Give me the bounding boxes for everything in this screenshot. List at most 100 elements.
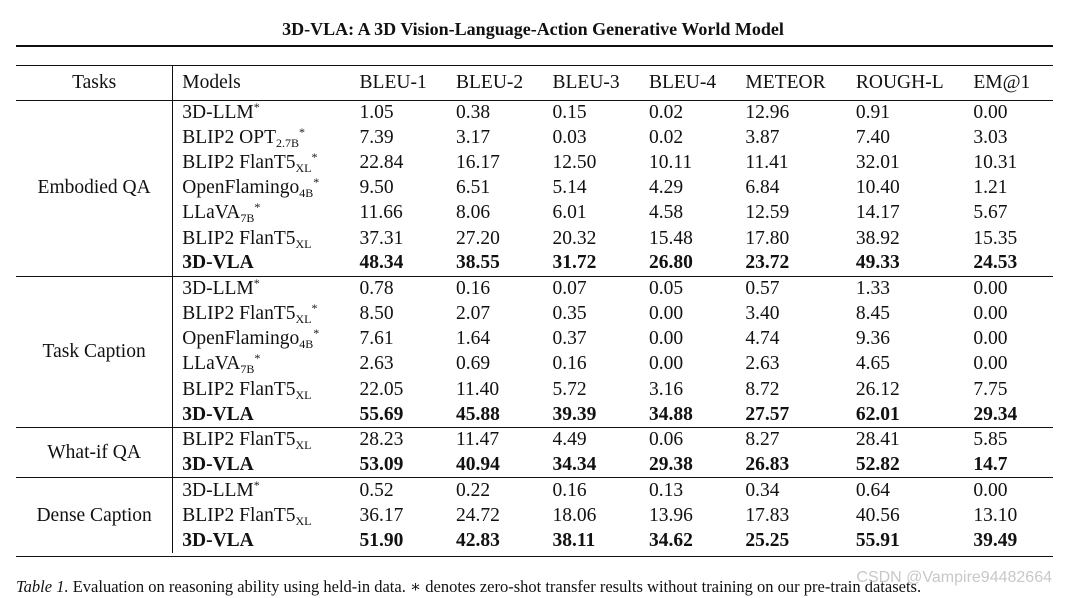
score-cell: 22.05: [359, 378, 404, 400]
score-cell: 37.31: [359, 227, 404, 249]
score-cell: 15.48: [648, 227, 693, 249]
model-name: BLIP2 FlanT5: [182, 151, 296, 173]
table-row: Task Caption 3D-LLM* 0.78 0.16 0.07 0.05 0.57 1…: [16, 275, 1053, 428]
score-cell: 22.84: [359, 151, 404, 173]
table-top-rule: [16, 65, 1053, 66]
score-cell: 49.33: [855, 252, 900, 274]
score-cell: 34.88: [648, 403, 693, 425]
model-cell: 3D-LLM*: [172, 275, 360, 302]
score-cell: 36.17: [359, 504, 404, 526]
table-caption: Table 1. Evaluation on reasoning ability…: [16, 577, 921, 597]
score-cell: 1.21: [973, 177, 1008, 199]
caption-label: Table 1.: [16, 577, 69, 596]
score-cell: 11.66: [359, 202, 403, 224]
score-cell: 4.29: [648, 177, 684, 199]
model-cell: OpenFlamingo4B*: [173, 327, 360, 352]
table-row: OpenFlamingo4B* 7.61 1.64 0.37 0.00 4.74 9.36 0…: [16, 327, 1053, 352]
score-cell: 27.57: [745, 403, 790, 425]
score-cell: 0.16: [456, 275, 553, 302]
model-cell: LLaVA7B*: [173, 201, 360, 226]
task-cell: Embodied QA: [16, 100, 174, 277]
score-cell: 6.01: [552, 202, 587, 224]
model-size-subscript: XL: [295, 513, 312, 528]
model-name: 3D-VLA: [182, 252, 254, 274]
score-cell: 10.40: [855, 177, 900, 199]
score-cell: 0.03: [552, 126, 587, 148]
model-name: BLIP2 FlanT5: [182, 378, 296, 400]
score-cell: 55.91: [855, 529, 900, 551]
score-cell: 9.36: [855, 328, 890, 350]
score-cell: 39.49: [973, 529, 1018, 551]
col-header-em1: EM@1: [973, 71, 1031, 93]
model-cell: OpenFlamingo4B*: [173, 176, 360, 201]
score-cell: 52.82: [855, 453, 900, 475]
score-cell: 8.06: [456, 202, 491, 224]
score-cell: 0.00: [973, 477, 1053, 503]
score-cell: 32.01: [855, 151, 900, 173]
model-name: BLIP2 FlanT5: [182, 227, 296, 249]
model-cell: BLIP2 FlanT5XL: [173, 503, 360, 528]
header-rule: [16, 45, 1053, 47]
score-cell: 0.00: [973, 328, 1008, 350]
model-size-subscript: 2.7B: [276, 135, 300, 150]
score-cell: 38.92: [855, 227, 900, 249]
model-size-subscript: XL: [295, 438, 312, 453]
model-name: OpenFlamingo: [182, 328, 300, 350]
table-row: 3D-VLA 53.09 40.94 34.34 29.38 26.83 52.82 14.7: [16, 453, 1053, 478]
score-cell: 11.41: [745, 151, 789, 173]
score-cell: 62.01: [855, 403, 900, 425]
watermark: CSDN @Vampire94482664: [856, 569, 1052, 586]
model-name: LLaVA: [182, 202, 241, 224]
score-cell: 7.40: [855, 126, 890, 148]
table-row: Dense Caption 3D-LLM* 0.52 0.22 0.16 0.13 0.34…: [16, 477, 1053, 554]
score-cell: 10.31: [973, 151, 1018, 173]
model-name: 3D-VLA: [182, 529, 254, 551]
col-header-models: Models: [182, 71, 241, 93]
score-cell: 0.57: [745, 275, 856, 302]
score-cell: 5.67: [973, 202, 1008, 224]
score-cell: 0.78: [359, 275, 457, 302]
score-cell: 18.06: [552, 504, 597, 526]
score-cell: 5.72: [552, 378, 587, 400]
score-cell: 0.00: [648, 353, 684, 375]
table-bottom-rule: [16, 556, 1053, 557]
model-name: 3D-LLM: [182, 101, 254, 123]
score-cell: 7.75: [973, 378, 1008, 400]
caption-text: Evaluation on reasoning ability using he…: [68, 577, 922, 596]
score-cell: 2.63: [745, 353, 780, 375]
score-cell: 29.34: [973, 403, 1018, 425]
score-cell: 16.17: [456, 151, 500, 173]
score-cell: 26.80: [648, 252, 693, 274]
model-cell: LLaVA7B*: [173, 352, 360, 377]
score-cell: 0.06: [648, 426, 746, 453]
model-cell: BLIP2 OPT2.7B*: [173, 125, 360, 150]
model-name: BLIP2 FlanT5: [182, 504, 296, 526]
score-cell: 11.40: [456, 378, 500, 400]
score-cell: 4.49: [552, 426, 649, 453]
score-cell: 12.50: [552, 151, 597, 173]
score-cell: 4.74: [745, 328, 780, 350]
model-name: OpenFlamingo: [182, 177, 300, 199]
score-cell: 13.96: [648, 504, 693, 526]
score-cell: 0.00: [648, 328, 684, 350]
col-header-meteor: METEOR: [745, 71, 826, 93]
task-cell: Dense Caption: [16, 477, 174, 554]
results-table: Tasks Models BLEU-1 BLEU-2 BLEU-3 BLEU-4…: [16, 66, 1053, 554]
task-cell: What-if QA: [16, 426, 174, 478]
model-size-subscript: XL: [295, 387, 312, 402]
score-cell: 0.16: [552, 353, 587, 375]
score-cell: 26.83: [745, 453, 790, 475]
score-cell: 0.22: [456, 477, 553, 503]
score-cell: 2.07: [456, 303, 491, 325]
score-cell: 0.69: [456, 353, 491, 375]
score-cell: 48.34: [359, 252, 404, 274]
score-cell: 31.72: [552, 252, 597, 274]
score-cell: 12.96: [745, 101, 790, 123]
model-name: 3D-LLM: [182, 278, 254, 300]
model-cell: BLIP2 FlanT5XL: [173, 226, 360, 251]
score-cell: 1.33: [855, 275, 974, 302]
score-cell: 0.38: [456, 101, 491, 123]
table-row: BLIP2 FlanT5XL* 22.84 16.17 12.50 10.11 11.41…: [16, 150, 1053, 175]
zero-shot-marker: *: [299, 124, 306, 139]
score-cell: 13.10: [973, 504, 1018, 526]
